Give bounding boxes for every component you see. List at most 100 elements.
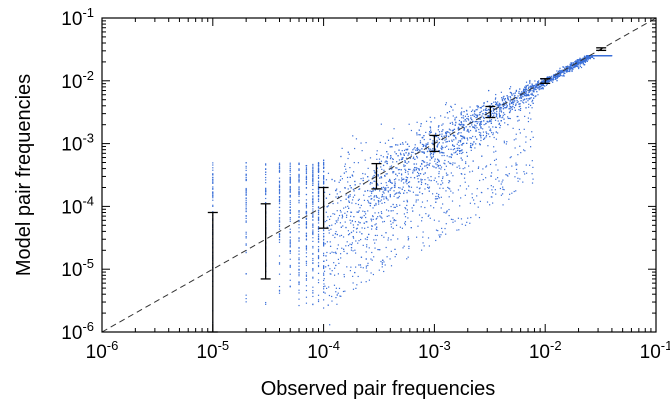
scatter-point	[480, 122, 482, 124]
scatter-point	[366, 238, 368, 241]
scatter-point	[451, 139, 453, 141]
scatter-point	[559, 67, 561, 69]
scatter-point	[418, 134, 420, 136]
scatter-point	[536, 84, 538, 86]
scatter-point	[551, 81, 554, 83]
scatter-point	[487, 121, 489, 123]
scatter-point	[374, 224, 376, 226]
scatter-point	[452, 123, 454, 125]
scatter-point	[490, 196, 492, 198]
scatter-point	[401, 157, 403, 159]
scatter-point	[399, 187, 401, 189]
scatter-point	[374, 189, 376, 191]
scatter-point	[397, 192, 399, 194]
scatter-point	[298, 195, 300, 197]
scatter-point	[421, 192, 424, 195]
scatter-point	[492, 186, 494, 188]
scatter-point	[578, 60, 580, 62]
scatter-point	[406, 148, 409, 151]
scatter-point	[472, 160, 474, 162]
scatter-point	[561, 75, 563, 77]
scatter-point	[492, 192, 494, 194]
scatter-point	[312, 173, 314, 175]
scatter-point	[546, 83, 548, 85]
scatter-point	[341, 216, 344, 218]
scatter-point	[424, 161, 426, 163]
scatter-point	[519, 105, 521, 108]
scatter-point	[478, 131, 480, 133]
scatter-point	[347, 234, 350, 236]
scatter-point	[466, 130, 468, 132]
scatter-point	[437, 229, 439, 232]
scatter-point	[335, 230, 337, 233]
scatter-point	[582, 61, 584, 63]
scatter-point	[417, 225, 419, 227]
scatter-point	[474, 127, 476, 130]
scatter-point	[317, 182, 320, 184]
scatter-point	[527, 100, 529, 102]
scatter-point	[425, 120, 428, 122]
scatter-point	[401, 227, 404, 229]
scatter-point	[377, 201, 380, 203]
scatter-point	[456, 143, 458, 145]
scatter-point	[353, 161, 355, 164]
scatter-point	[500, 120, 502, 122]
scatter-point	[312, 165, 314, 167]
scatter-point	[561, 70, 563, 73]
scatter-point	[330, 228, 332, 230]
x-tick-label: 10-1	[640, 338, 670, 363]
scatter-point	[338, 262, 340, 265]
scatter-point	[442, 129, 444, 131]
scatter-point	[563, 70, 565, 73]
scatter-point	[466, 117, 468, 120]
scatter-point	[331, 178, 333, 181]
scatter-point	[398, 159, 401, 161]
scatter-point	[445, 141, 447, 143]
scatter-point	[450, 172, 452, 174]
scatter-point	[378, 161, 381, 163]
scatter-point	[380, 260, 382, 263]
scatter-point	[480, 126, 482, 128]
scatter-point	[463, 124, 465, 127]
scatter-point	[437, 129, 439, 131]
scatter-point	[510, 92, 512, 94]
scatter-point	[533, 84, 535, 87]
scatter-point	[485, 166, 487, 168]
scatter-point	[408, 145, 410, 148]
scatter-point	[412, 156, 415, 158]
scatter-point	[525, 92, 527, 95]
scatter-point	[503, 142, 505, 144]
scatter-point	[346, 211, 349, 213]
scatter-point	[519, 92, 521, 95]
scatter-point	[317, 186, 320, 188]
scatter-point	[589, 57, 592, 59]
scatter-point	[577, 63, 579, 65]
scatter-point	[583, 59, 585, 62]
scatter-point	[370, 258, 372, 260]
scatter-point	[565, 69, 567, 71]
scatter-point	[460, 123, 463, 125]
scatter-point	[305, 272, 308, 274]
scatter-point	[354, 180, 356, 183]
scatter-point	[245, 233, 247, 235]
scatter-point	[428, 245, 430, 247]
scatter-point	[478, 128, 480, 131]
scatter-point	[305, 165, 308, 167]
scatter-point	[438, 161, 440, 163]
scatter-point	[363, 214, 365, 217]
scatter-point	[384, 264, 386, 266]
scatter-point	[432, 152, 435, 154]
scatter-point	[524, 115, 526, 118]
scatter-point	[470, 117, 472, 119]
scatter-point	[429, 132, 431, 134]
scatter-point	[586, 56, 589, 58]
scatter-point	[407, 171, 409, 173]
scatter-point	[570, 64, 572, 66]
scatter-point	[317, 272, 320, 274]
scatter-point	[370, 198, 372, 200]
scatter-point	[495, 150, 497, 152]
scatter-point	[438, 131, 441, 133]
scatter-point	[463, 129, 465, 131]
scatter-point	[449, 188, 451, 190]
scatter-point	[410, 227, 412, 229]
